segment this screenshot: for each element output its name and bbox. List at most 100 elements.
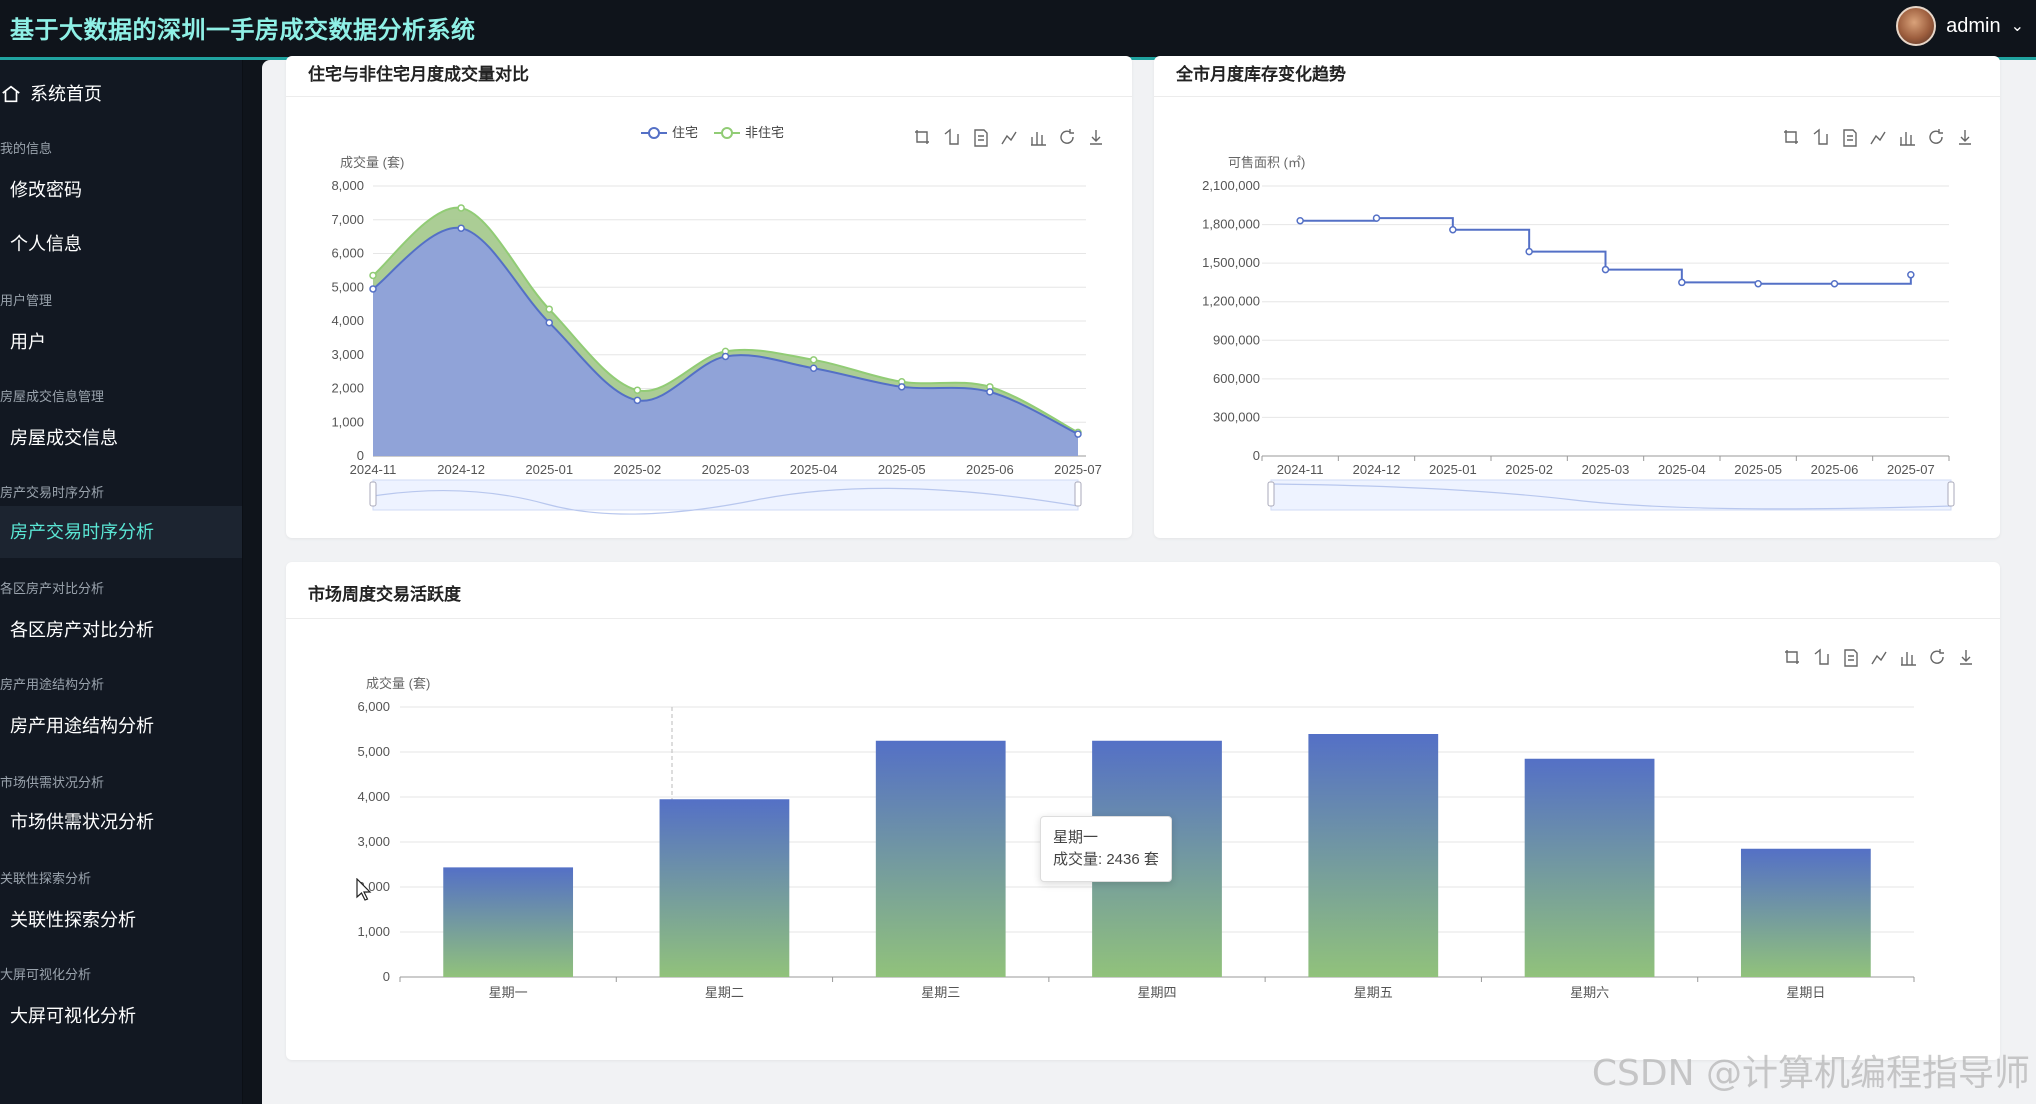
y-axis-label: 成交量 (套) <box>340 155 404 170</box>
data-view-icon[interactable] <box>1843 129 1857 147</box>
sidebar-group-label: 关联性探索分析 <box>0 871 92 886</box>
y-tick-label: 8,000 <box>331 178 364 193</box>
data-point <box>1754 279 1762 288</box>
y-tick-label: 6,000 <box>331 246 364 261</box>
data-point <box>1074 430 1082 438</box>
zoom-reset-icon[interactable] <box>1814 648 1829 665</box>
sidebar-group-label: 房产交易时序分析 <box>0 485 105 500</box>
chart-tooltip: 星期一 成交量: 2436 套 <box>1040 816 1172 882</box>
y-tick-label: 1,800,000 <box>1202 217 1260 232</box>
sidebar-group-label: 房屋成交信息管理 <box>0 389 105 404</box>
sidebar-item-district-compare[interactable]: 各区房产对比分析 <box>10 620 154 640</box>
x-tick-label: 星期日 <box>1786 985 1825 1000</box>
sidebar-item-home[interactable]: 系统首页 <box>0 80 102 108</box>
bar-type-icon[interactable] <box>1031 132 1046 146</box>
data-zoom-preview <box>1270 483 1952 510</box>
bar <box>1524 758 1655 977</box>
y-tick-label: 300,000 <box>1213 409 1260 424</box>
bar <box>659 799 790 977</box>
tooltip-value: 成交量: 2436 套 <box>1053 851 1159 868</box>
data-zoom-handle <box>1074 481 1082 507</box>
line-chart[interactable]: 0 300,000 600,000 900,000 1,200,000 1,500,000… <box>1154 56 2000 538</box>
line-type-icon[interactable] <box>1871 651 1887 665</box>
line-type-icon[interactable] <box>1001 131 1017 145</box>
sidebar-item-bigscreen[interactable]: 大屏可视化分析 <box>10 1006 136 1026</box>
sidebar-group-label: 各区房产对比分析 <box>0 581 105 596</box>
data-zoom-preview <box>372 487 1079 515</box>
card-title: 住宅与非住宅月度成交量对比 <box>308 65 529 84</box>
sidebar-item-profile[interactable]: 个人信息 <box>10 234 82 254</box>
y-tick-label: 3,000 <box>331 347 364 362</box>
data-view-icon[interactable] <box>1844 649 1858 667</box>
avatar[interactable] <box>1896 6 1937 46</box>
divider <box>286 96 1132 97</box>
x-tick-label: 星期六 <box>1570 985 1609 1000</box>
sidebar-item-change-password[interactable]: 修改密码 <box>10 180 82 200</box>
sidebar-item-users[interactable]: 用户 <box>10 332 46 352</box>
top-bar: 基于大数据的深圳一手房成交数据分析系统 admin ⌄ <box>0 0 2036 60</box>
zoom-reset-icon[interactable] <box>1813 128 1828 145</box>
zoom-icon[interactable] <box>1785 650 1799 664</box>
x-tick-label: 2025-03 <box>1582 462 1630 477</box>
zoom-reset-icon[interactable] <box>944 128 959 145</box>
sidebar-group-label: 我的信息 <box>0 141 53 156</box>
chart-card-residential: 住宅与非住宅月度成交量对比 0 1,000 2,000 3,000 4,000 5,000… <box>286 56 1132 538</box>
x-tick-label: 星期四 <box>1137 985 1176 1000</box>
download-icon[interactable] <box>1960 650 1972 665</box>
user-menu[interactable]: admin ⌄ <box>1896 6 2024 46</box>
data-point <box>369 271 377 280</box>
x-tick-label: 2024-12 <box>437 462 485 477</box>
bar <box>443 867 574 977</box>
series-area <box>373 227 1078 456</box>
download-icon[interactable] <box>1090 130 1102 145</box>
app-title: 基于大数据的深圳一手房成交数据分析系统 <box>10 17 476 44</box>
y-tick-label: 3,000 <box>357 834 390 849</box>
y-tick-label: 6,000 <box>357 699 390 714</box>
x-tick-label: 星期三 <box>921 985 960 1000</box>
x-tick-label: 2025-05 <box>878 462 926 477</box>
x-tick-label: 2025-07 <box>1887 462 1935 477</box>
line-type-icon[interactable] <box>1870 131 1886 145</box>
bar-type-icon[interactable] <box>1900 132 1915 146</box>
sidebar-item-timeseries[interactable]: 房产交易时序分析 <box>0 506 242 558</box>
sidebar-item-usage-structure[interactable]: 房产用途结构分析 <box>10 716 154 736</box>
y-tick-label: 5,000 <box>331 279 364 294</box>
data-view-icon[interactable] <box>974 129 988 147</box>
refresh-icon[interactable] <box>1929 129 1943 144</box>
data-point <box>369 285 377 293</box>
refresh-icon[interactable] <box>1060 129 1074 144</box>
refresh-icon[interactable] <box>1930 649 1944 664</box>
chart-card-inventory: 全市月度库存变化趋势 0 300,000 600,000 900,000 1,200,0… <box>1154 56 2000 538</box>
x-tick-label: 2025-03 <box>702 462 750 477</box>
sidebar-item-label: 系统首页 <box>30 84 102 104</box>
x-tick-label: 2025-05 <box>1734 462 1782 477</box>
zoom-icon[interactable] <box>915 130 929 144</box>
zoom-icon[interactable] <box>1784 130 1798 144</box>
sidebar-item-correlation[interactable]: 关联性探索分析 <box>10 910 136 930</box>
x-tick-label: 2024-12 <box>1353 462 1401 477</box>
download-icon[interactable] <box>1959 130 1971 145</box>
sidebar-item-supply-demand[interactable]: 市场供需状况分析 <box>10 812 154 832</box>
series-line <box>372 227 1079 435</box>
y-tick-label: 0 <box>383 969 390 984</box>
card-title: 市场周度交易活跃度 <box>308 585 461 604</box>
x-tick-label: 2025-01 <box>1429 462 1477 477</box>
username[interactable]: admin <box>1946 14 2001 37</box>
bar <box>875 740 1006 977</box>
card-title: 全市月度库存变化趋势 <box>1176 65 1346 84</box>
sidebar-group-label: 市场供需状况分析 <box>0 775 105 790</box>
y-tick-label: 4,000 <box>331 313 364 328</box>
legend-label: 非住宅 <box>745 125 784 140</box>
area-chart[interactable]: 0 1,000 2,000 3,000 4,000 5,000 6,000 7,000 8,00… <box>286 56 1132 538</box>
data-point <box>1372 214 1381 222</box>
legend-marker <box>721 127 733 139</box>
sidebar-item-transactions[interactable]: 房屋成交信息 <box>10 428 118 448</box>
data-point <box>1830 279 1839 288</box>
y-tick-label: 900,000 <box>1213 332 1260 347</box>
bar-type-icon[interactable] <box>1901 652 1916 666</box>
y-tick-label: 1,000 <box>357 924 390 939</box>
data-zoom-handle <box>1947 481 1955 507</box>
chevron-down-icon[interactable]: ⌄ <box>2010 18 2024 35</box>
y-tick-label: 1,200,000 <box>1202 294 1260 309</box>
